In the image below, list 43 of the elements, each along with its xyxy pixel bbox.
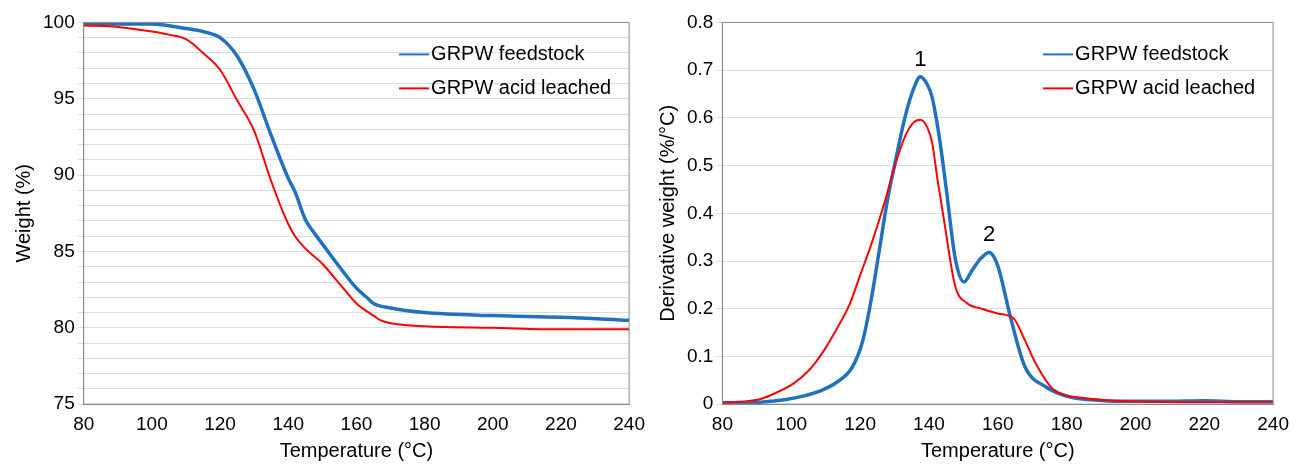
x-tick-label: 220: [545, 412, 577, 434]
y-tick-label: 85: [53, 239, 75, 261]
x-tick-label: 220: [1188, 412, 1221, 434]
x-tick-label: 180: [1050, 412, 1083, 434]
x-tick-label: 80: [711, 412, 733, 434]
y-tick-label: 0.7: [686, 58, 714, 80]
annotation: 1: [914, 45, 927, 71]
legend-label: GRPW feedstock: [431, 41, 586, 64]
y-tick-label: 100: [43, 10, 75, 32]
y-tick-label: 0.4: [686, 201, 714, 223]
x-tick-label: 240: [613, 412, 645, 434]
x-tick-label: 160: [981, 412, 1014, 434]
y-axis-title: Weight (%): [11, 164, 34, 263]
x-tick-label: 120: [204, 412, 236, 434]
y-tick-label: 0.5: [686, 153, 714, 175]
x-tick-label: 120: [844, 412, 876, 434]
x-tick-label: 240: [1257, 412, 1289, 434]
x-tick-label: 140: [272, 412, 305, 434]
y-tick-label: 90: [53, 163, 75, 185]
legend-label: GRPW acid leached: [431, 75, 612, 98]
y-tick-label: 0: [702, 392, 714, 414]
x-tick-label: 200: [476, 412, 509, 434]
y-tick-label: 0.1: [686, 344, 714, 366]
x-tick-label: 160: [340, 412, 373, 434]
y-tick-label: 0.2: [686, 296, 714, 318]
x-tick-label: 100: [136, 412, 168, 434]
y-tick-label: 0.6: [686, 106, 714, 128]
x-tick-label: 100: [775, 412, 808, 434]
x-axis-title: Temperature (°C): [279, 438, 434, 461]
x-tick-label: 140: [913, 412, 945, 434]
annotation: 2: [983, 221, 996, 247]
x-axis-title: Temperature (°C): [920, 438, 1075, 461]
legend-label: GRPW acid leached: [1075, 75, 1256, 98]
y-tick-label: 80: [53, 316, 75, 338]
y-axis-title: Derivative weight (%/°C): [655, 104, 678, 322]
x-tick-label: 80: [73, 412, 95, 434]
y-tick-label: 0.3: [686, 249, 714, 271]
y-tick-label: 95: [53, 86, 75, 108]
x-tick-label: 180: [408, 412, 441, 434]
y-tick-label: 0.8: [686, 10, 714, 32]
x-tick-label: 200: [1119, 412, 1152, 434]
legend-label: GRPW feedstock: [1075, 41, 1230, 64]
y-tick-label: 75: [53, 392, 75, 414]
